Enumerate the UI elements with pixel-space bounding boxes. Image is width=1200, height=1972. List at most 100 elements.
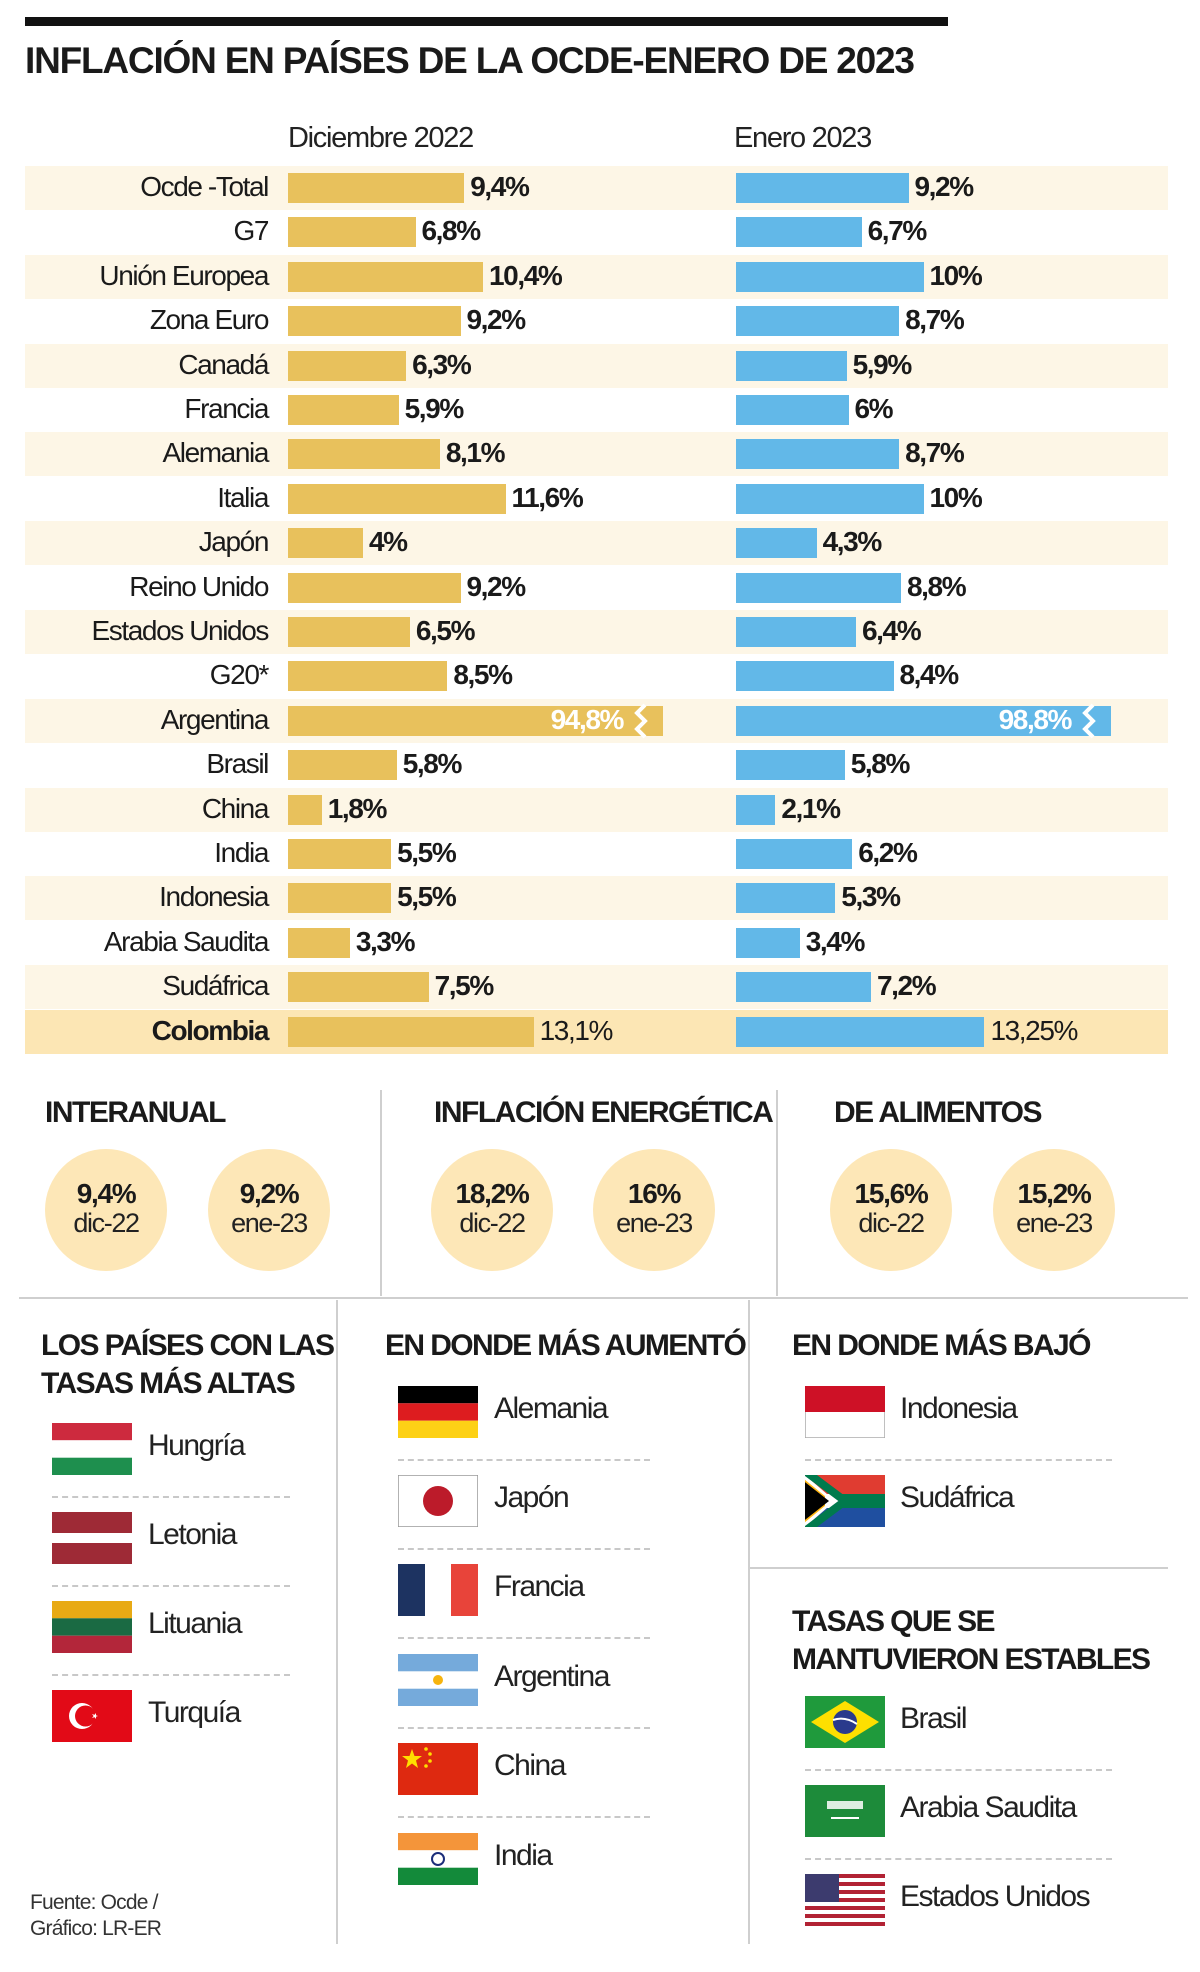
value-label: 6% bbox=[854, 393, 894, 424]
chart-row: Unión Europea 10,4% 10% bbox=[25, 254, 1168, 299]
bar-jan-2023 bbox=[736, 350, 847, 381]
value-label: 8,5% bbox=[453, 659, 513, 691]
bar-jan-2023 bbox=[736, 572, 901, 603]
india-flag-icon bbox=[398, 1833, 478, 1885]
bar-jan-2023 bbox=[736, 306, 900, 337]
bar-dec-2022 bbox=[288, 661, 448, 692]
bar-jan-2023 bbox=[736, 261, 924, 292]
south-africa-flag-icon bbox=[805, 1475, 885, 1527]
bar-dec-2022 bbox=[288, 927, 350, 958]
stat-heading-interanual: INTERANUAL bbox=[45, 1096, 227, 1129]
chart-row: Japón 4% 4,3% bbox=[25, 521, 1168, 566]
chart-row: Canadá 6,3% 5,9% bbox=[25, 343, 1168, 388]
bar-jan-2023 bbox=[736, 883, 836, 914]
dashed-separator bbox=[52, 1673, 290, 1676]
category-label: G7 bbox=[233, 215, 269, 247]
category-label: Estados Unidos bbox=[91, 615, 269, 646]
bar-dec-2022 bbox=[288, 528, 363, 559]
divider bbox=[380, 1090, 382, 1296]
value-label: 5,3% bbox=[841, 881, 901, 913]
credit-line: Gráfico: LR-ER bbox=[30, 1917, 162, 1940]
bar-dec-2022 bbox=[288, 839, 392, 869]
category-label: Alemania bbox=[162, 437, 269, 469]
bar-dec-2022 bbox=[288, 883, 392, 914]
argentina-flag-icon bbox=[398, 1654, 478, 1706]
chart-row: Francia 5,9% 6% bbox=[25, 388, 1168, 432]
bar-jan-2023 bbox=[736, 483, 924, 514]
chart-row: India 5,5% 6,2% bbox=[25, 832, 1168, 876]
bar-dec-2022 bbox=[288, 617, 410, 647]
bar-jan-2023 bbox=[736, 839, 853, 869]
source-line: Fuente: Ocde / bbox=[30, 1891, 159, 1914]
value-label: 3,4% bbox=[805, 925, 866, 957]
value-label: 6,3% bbox=[412, 348, 472, 380]
stat-period: ene-23 bbox=[231, 1208, 308, 1238]
title-rule bbox=[25, 17, 948, 26]
stat-heading-alimentos: DE ALIMENTOS bbox=[834, 1096, 1043, 1129]
japan-flag-icon bbox=[398, 1475, 478, 1527]
dashed-separator bbox=[52, 1495, 290, 1498]
section-heading-increased: EN DONDE MÁS AUMENTÓ bbox=[385, 1329, 747, 1362]
turkey-flag-icon bbox=[52, 1690, 132, 1742]
chart-row: Argentina 94,8% 98,8% bbox=[25, 698, 1168, 743]
lithuania-flag-icon bbox=[52, 1601, 132, 1653]
chart-row: Indonesia 5,5% 5,3% bbox=[25, 876, 1168, 921]
category-label: Canadá bbox=[178, 348, 269, 380]
chart-row: Colombia 13,1% 13,25% bbox=[25, 1009, 1168, 1054]
page-title: INFLACIÓN EN PAÍSES DE LA OCDE-ENERO DE … bbox=[25, 40, 915, 81]
category-label: G20* bbox=[209, 659, 270, 691]
country-name: Sudáfrica bbox=[900, 1481, 1015, 1514]
bar-jan-2023 bbox=[736, 395, 849, 425]
country-name: Lituania bbox=[148, 1607, 243, 1640]
stat-period: ene-23 bbox=[616, 1208, 693, 1238]
country-name: Brasil bbox=[900, 1702, 968, 1735]
source-note: Fuente: Ocde / Gráfico: LR-ER bbox=[30, 1890, 162, 1942]
value-label: 5,8% bbox=[850, 748, 911, 780]
stat-period: ene-23 bbox=[1016, 1208, 1093, 1238]
dashed-separator bbox=[398, 1547, 650, 1550]
bar-jan-2023 bbox=[736, 661, 894, 692]
stat-value: 16% bbox=[627, 1178, 681, 1209]
bar-jan-2023 bbox=[736, 528, 817, 559]
bar-dec-2022 bbox=[288, 750, 397, 781]
heading-line: LOS PAÍSES CON LAS bbox=[41, 1329, 335, 1362]
value-label: 3,3% bbox=[355, 925, 416, 957]
bar-jan-2023 bbox=[736, 972, 871, 1003]
category-label: Indonesia bbox=[159, 881, 269, 913]
bar-dec-2022 bbox=[288, 483, 506, 514]
value-label: 9,2% bbox=[914, 171, 975, 202]
bar-dec-2022 bbox=[288, 972, 429, 1003]
category-label: Japón bbox=[198, 526, 270, 558]
dashed-separator bbox=[398, 1637, 650, 1639]
country-name: Argentina bbox=[494, 1660, 610, 1693]
stat-circle: 15,6% dic-22 bbox=[830, 1149, 952, 1271]
country-name: Francia bbox=[494, 1570, 585, 1603]
value-label: 9,2% bbox=[466, 304, 527, 336]
value-label: 8,8% bbox=[907, 570, 967, 602]
country-name: Indonesia bbox=[900, 1392, 1018, 1425]
value-label: 4,3% bbox=[822, 526, 883, 558]
stat-circle: 15,2% ene-23 bbox=[993, 1149, 1115, 1271]
stat-heading-energetica: INFLACIÓN ENERGÉTICA bbox=[434, 1096, 774, 1129]
bar-dec-2022 bbox=[288, 306, 461, 337]
category-label: Sudáfrica bbox=[162, 970, 269, 1002]
dashed-separator bbox=[398, 1458, 650, 1461]
category-label: China bbox=[201, 792, 270, 824]
stat-circle: 16% ene-23 bbox=[593, 1149, 715, 1271]
divider bbox=[748, 1567, 1168, 1569]
section-heading-stable: TASAS QUE SE MANTUVIERON ESTABLES bbox=[792, 1603, 1151, 1679]
value-label: 6,5% bbox=[415, 615, 476, 646]
country-name: India bbox=[494, 1839, 553, 1872]
chart-row: G7 6,8% 6,7% bbox=[25, 210, 1168, 254]
usa-flag-icon bbox=[805, 1874, 885, 1926]
chart-row: G20* 8,5% 8,4% bbox=[25, 654, 1168, 698]
country-name: Hungría bbox=[148, 1429, 246, 1462]
country-name: Estados Unidos bbox=[900, 1880, 1091, 1913]
chart-row: Ocde -Total 9,4% 9,2% bbox=[25, 166, 1168, 210]
chart-row: Arabia Saudita 3,3% 3,4% bbox=[25, 921, 1168, 965]
category-label: Italia bbox=[217, 481, 269, 513]
category-label: India bbox=[214, 837, 269, 868]
bar-jan-2023 bbox=[736, 750, 845, 781]
value-label: 9,4% bbox=[470, 171, 530, 202]
section-heading-highest: LOS PAÍSES CON LAS TASAS MÁS ALTAS bbox=[41, 1327, 335, 1403]
